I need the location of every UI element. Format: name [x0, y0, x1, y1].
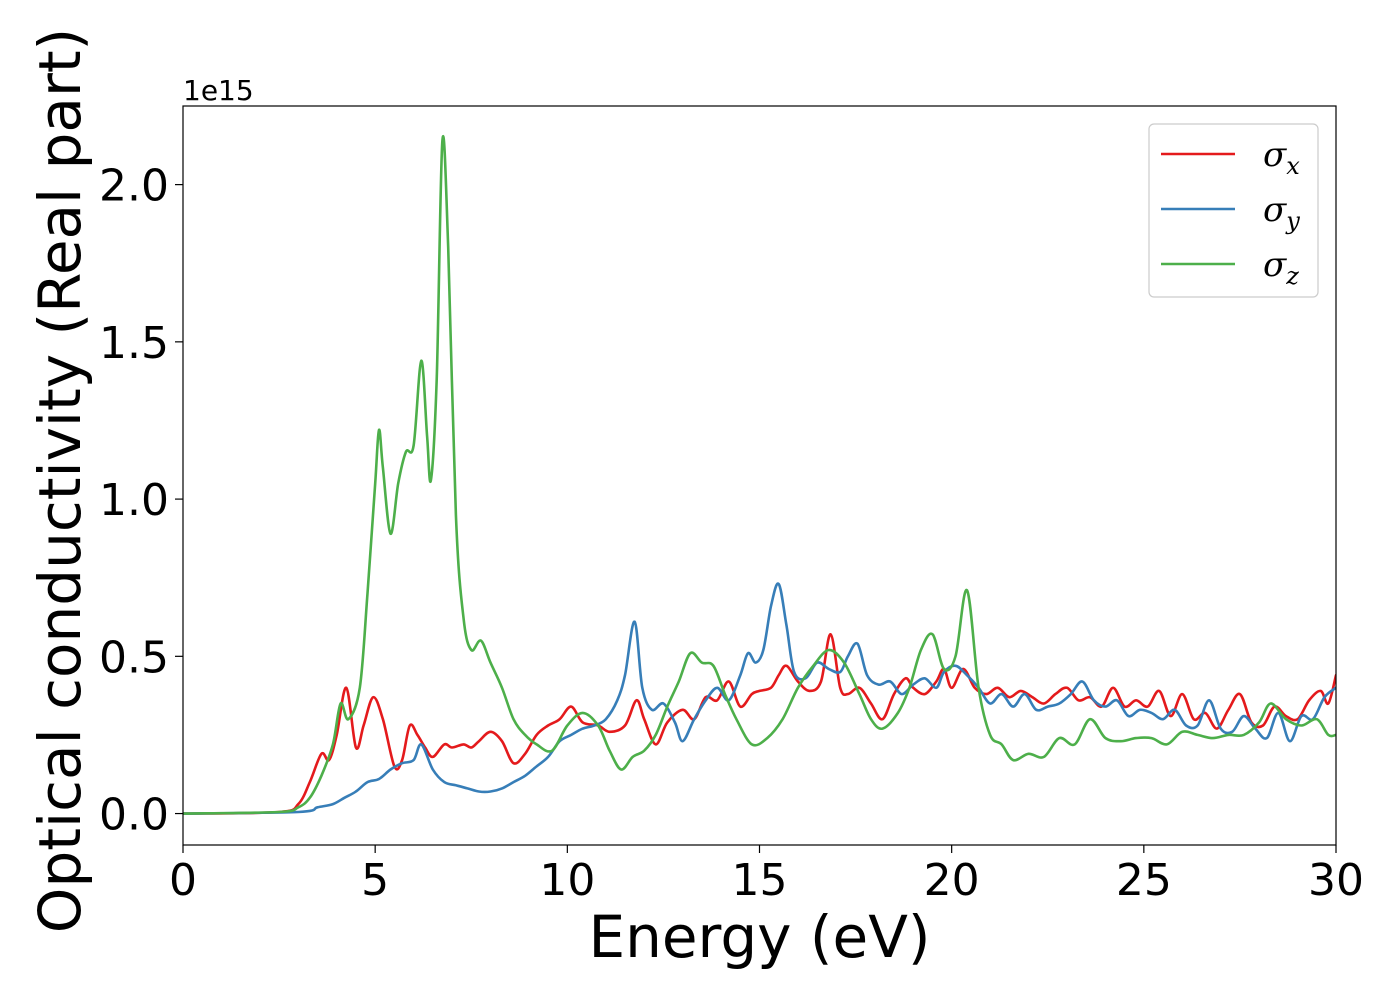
series-line-y [183, 582, 1336, 815]
x-tick-label: 15 [732, 855, 788, 906]
legend-label-x: σx [1263, 135, 1300, 180]
x-tick-label: 20 [924, 855, 980, 906]
x-tick-label: 30 [1308, 855, 1364, 906]
y-tick-label: 0.5 [99, 632, 169, 683]
x-tick-label: 10 [539, 855, 595, 906]
series-layer [183, 135, 1336, 815]
y-tick-label: 0.0 [99, 790, 169, 841]
legend-label-z: σz [1263, 245, 1299, 290]
y-tick-label: 1.0 [99, 475, 169, 526]
legend: σx σy σz [1148, 123, 1319, 298]
series-line-z [183, 135, 1336, 815]
x-axis-label: Energy (eV) [588, 903, 930, 971]
y-tick-label: 2.0 [99, 161, 169, 212]
legend-box [1148, 123, 1319, 298]
y-axis-offset-label: 1e15 [183, 74, 254, 107]
x-tick-label: 5 [361, 855, 389, 906]
y-tick-label: 1.5 [99, 318, 169, 369]
series-line-x [183, 632, 1336, 815]
legend-label-y: σy [1263, 190, 1300, 235]
y-axis-label: Optical conductivity (Real part) [26, 28, 94, 933]
x-tick-label: 25 [1116, 855, 1172, 906]
x-tick-label: 0 [169, 855, 197, 906]
ticks-layer: 0 5 10 15 20 25 30 0.0 0.5 1.0 1.5 2.0 [99, 161, 1364, 906]
